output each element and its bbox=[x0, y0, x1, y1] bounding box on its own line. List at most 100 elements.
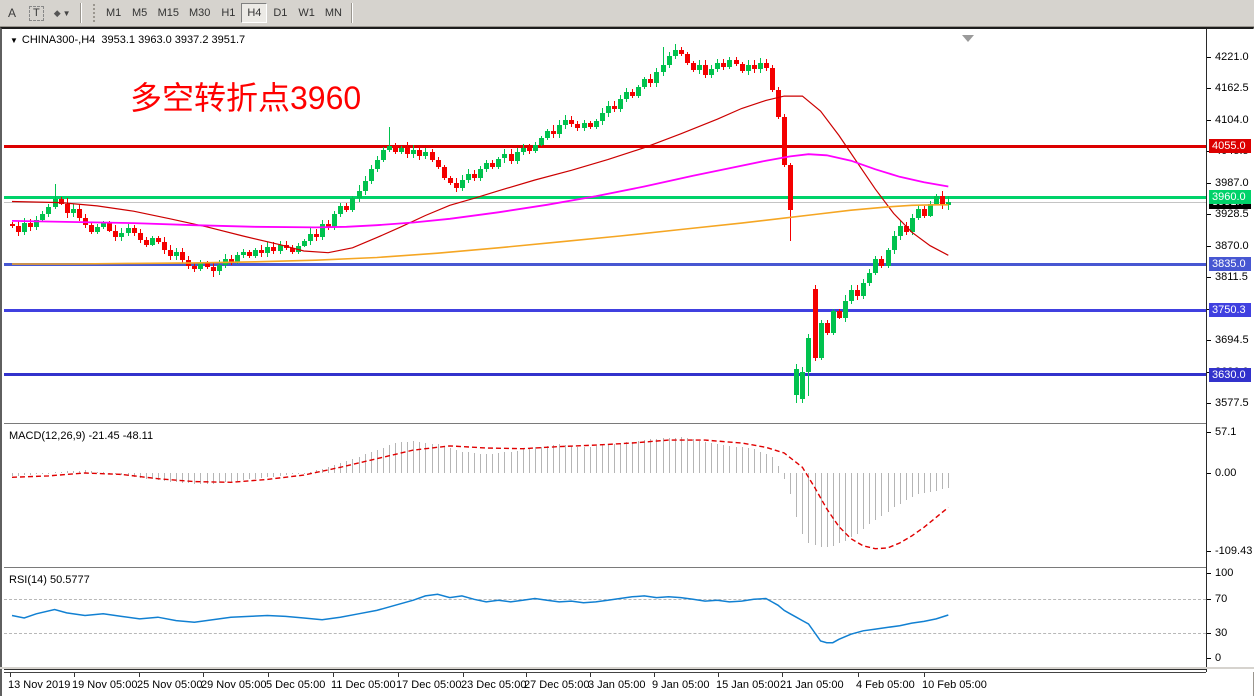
level-line-3750.3[interactable] bbox=[4, 308, 1206, 312]
candle bbox=[10, 224, 15, 227]
candle bbox=[344, 205, 350, 211]
macd-pane[interactable]: MACD(12,26,9) -21.45 -48.11 bbox=[4, 427, 1206, 568]
timeframe-button-h4[interactable]: H4 bbox=[241, 3, 268, 23]
level-badge-4055.0: 4055.0 bbox=[1209, 139, 1251, 154]
time-label: 25 Nov 05:00 bbox=[137, 679, 203, 691]
macd-histogram-bar bbox=[911, 473, 913, 498]
price-axis[interactable]: 4221.04162.54104.04045.53987.03928.53870… bbox=[1206, 29, 1254, 672]
arrows-tool-button[interactable]: ◆ ▼ bbox=[50, 3, 75, 23]
candle bbox=[447, 177, 453, 184]
timeframe-button-mn[interactable]: MN bbox=[324, 7, 342, 19]
macd-histogram-bar bbox=[662, 438, 664, 473]
candle bbox=[380, 149, 386, 160]
macd-histogram-bar bbox=[285, 473, 287, 476]
candle bbox=[216, 265, 222, 272]
candle bbox=[648, 78, 654, 84]
macd-histogram-bar bbox=[936, 473, 938, 491]
macd-histogram-bar bbox=[188, 473, 190, 484]
candle bbox=[660, 64, 666, 73]
candle bbox=[557, 125, 563, 134]
macd-histogram-bar bbox=[182, 473, 184, 483]
candle bbox=[611, 105, 617, 109]
macd-histogram-bar bbox=[461, 451, 463, 473]
time-label: 27 Dec 05:00 bbox=[524, 679, 590, 691]
price-tick-3694.5: 3694.5 bbox=[1215, 334, 1249, 347]
level-line-4055.0[interactable] bbox=[4, 144, 1206, 148]
macd-histogram-bar bbox=[832, 473, 834, 546]
macd-histogram-bar bbox=[364, 454, 366, 473]
candle bbox=[934, 196, 940, 204]
macd-histogram-bar bbox=[778, 465, 780, 473]
macd-histogram-bar bbox=[869, 473, 871, 525]
arrows-tool-icon: ◆ bbox=[53, 7, 61, 18]
candle bbox=[101, 223, 107, 228]
timeframe-button-m5[interactable]: M5 bbox=[131, 7, 148, 19]
timeframe-button-m1[interactable]: M1 bbox=[105, 7, 122, 19]
timeframe-button-w1[interactable]: W1 bbox=[298, 7, 315, 19]
macd-histogram-bar bbox=[212, 473, 214, 484]
candle bbox=[757, 62, 763, 70]
candle bbox=[478, 169, 484, 178]
macd-label: MACD(12,26,9) -21.45 -48.11 bbox=[9, 430, 154, 442]
text-tool-button[interactable]: T bbox=[25, 3, 48, 23]
candle bbox=[356, 190, 362, 199]
candle bbox=[593, 120, 599, 128]
candle bbox=[64, 203, 70, 214]
macd-histogram-bar bbox=[565, 445, 567, 473]
candle bbox=[277, 244, 283, 252]
chart-text-annotation[interactable]: 多空转折点3960 bbox=[130, 80, 362, 116]
timeframe-button-m15[interactable]: M15 bbox=[157, 7, 179, 19]
macd-histogram-bar bbox=[346, 460, 348, 473]
candle bbox=[131, 228, 137, 233]
price-tick-3870: 3870.0 bbox=[1215, 239, 1249, 252]
level-line-3835.0[interactable] bbox=[4, 262, 1206, 266]
time-label: 11 Dec 05:00 bbox=[331, 679, 396, 691]
level-line-3960.0[interactable] bbox=[4, 195, 1206, 199]
ma-slowest-orange bbox=[12, 204, 949, 265]
macd-tick--109.43: -109.43 bbox=[1215, 545, 1253, 558]
candle bbox=[678, 49, 684, 55]
candle bbox=[490, 162, 496, 168]
candle bbox=[770, 68, 775, 90]
level-line-3630.0[interactable] bbox=[4, 373, 1206, 377]
macd-histogram-bar bbox=[194, 473, 196, 484]
timeframe-button-m30[interactable]: M30 bbox=[188, 7, 211, 19]
macd-histogram-bar bbox=[115, 473, 117, 475]
candle bbox=[399, 147, 405, 153]
collapse-triangle-icon[interactable]: ▼ bbox=[10, 36, 18, 45]
scroll-end-marker-icon[interactable] bbox=[962, 35, 974, 42]
time-label: 29 Nov 05:00 bbox=[201, 679, 267, 691]
macd-histogram-bar bbox=[474, 453, 476, 473]
candle bbox=[697, 64, 703, 71]
macd-histogram-bar bbox=[133, 473, 135, 478]
candle bbox=[727, 59, 733, 68]
macd-histogram-bar bbox=[632, 441, 634, 473]
macd-histogram-bar bbox=[437, 444, 439, 473]
candle bbox=[818, 323, 824, 358]
candle bbox=[89, 225, 95, 232]
macd-histogram-bar bbox=[91, 470, 93, 473]
macd-histogram-bar bbox=[48, 473, 50, 474]
macd-histogram-bar bbox=[887, 473, 889, 512]
macd-histogram-bar bbox=[838, 473, 840, 544]
rsi-pane[interactable]: RSI(14) 50.5777 bbox=[4, 571, 1206, 670]
candle bbox=[16, 226, 22, 232]
candle bbox=[162, 242, 167, 250]
time-axis[interactable]: 13 Nov 2019 19 Nov 05:00 25 Nov 05:00 29 No… bbox=[4, 672, 1206, 696]
timeframe-button-h1[interactable]: H1 bbox=[221, 7, 236, 19]
macd-histogram-bar bbox=[30, 473, 32, 475]
toolbar-grip[interactable] bbox=[92, 4, 96, 22]
macd-histogram-bar bbox=[249, 473, 251, 480]
macd-histogram-bar bbox=[376, 450, 378, 473]
timeframe-button-d1[interactable]: D1 bbox=[273, 7, 288, 19]
macd-histogram-bar bbox=[492, 453, 494, 473]
candle bbox=[241, 252, 247, 256]
macd-histogram-bar bbox=[42, 473, 44, 474]
price-pane[interactable]: ▼ CHINA300-,H4 3953.1 3963.0 3937.2 3951.… bbox=[4, 31, 1206, 424]
macd-histogram-bar bbox=[765, 454, 767, 473]
price-tick-3928.5: 3928.5 bbox=[1215, 208, 1249, 221]
candle bbox=[642, 78, 648, 88]
candle bbox=[107, 223, 113, 231]
label-tool-button[interactable]: A bbox=[7, 6, 16, 20]
